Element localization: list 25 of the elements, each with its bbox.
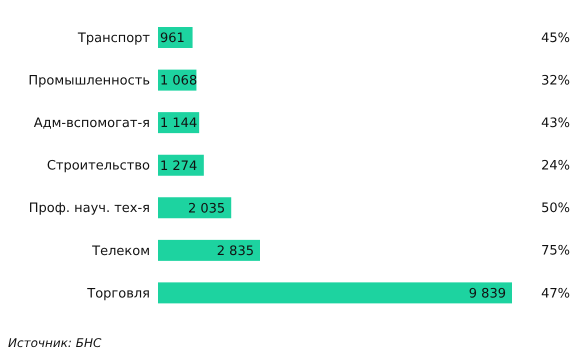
data-label: 1 274	[160, 158, 198, 174]
y-tick-label: Строительство	[46, 158, 150, 174]
y-tick-label: Промышленность	[28, 73, 150, 88]
text: 43%	[541, 116, 570, 131]
text: 45%	[541, 30, 570, 46]
data-label: 961	[160, 31, 185, 46]
text: Источник: БНС	[8, 336, 102, 350]
bar	[158, 197, 232, 218]
y-tick-label: Торговля	[86, 286, 150, 302]
data-label: 9 839	[468, 286, 506, 302]
text: 24%	[541, 158, 570, 174]
data-label: 2 035	[188, 201, 226, 216]
y-tick-label: Телеком	[91, 244, 150, 259]
text: 75%	[541, 244, 570, 259]
text: 32%	[541, 73, 570, 88]
data-label: 1 068	[160, 74, 198, 89]
text: 50%	[541, 201, 570, 216]
y-tick-label: Проф. науч. тех-я	[28, 201, 150, 216]
data-label: 2 835	[216, 244, 254, 259]
text: 47%	[541, 286, 570, 302]
data-label: 1 144	[160, 116, 198, 132]
bar	[158, 282, 512, 304]
y-tick-label: Транспорт	[76, 30, 150, 46]
bar	[158, 240, 260, 261]
y-tick-label: Адм-вспомогат-я	[34, 116, 150, 132]
